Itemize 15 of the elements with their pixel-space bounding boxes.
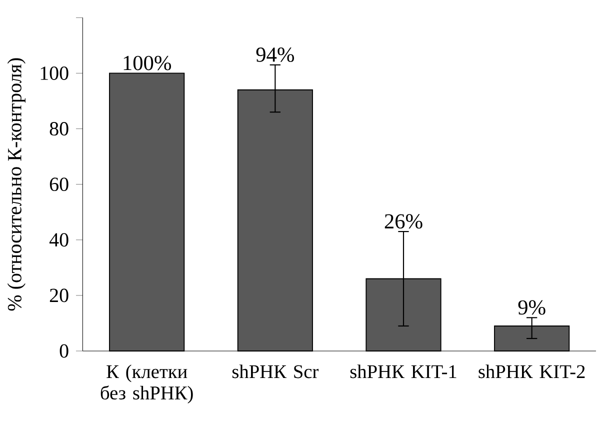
y-axis-title: % (относительно К-контроля) bbox=[7, 58, 26, 311]
y-tick-label: 40 bbox=[49, 233, 68, 247]
data-label: 26% bbox=[384, 214, 422, 229]
y-tick-label: 20 bbox=[50, 288, 68, 302]
x-tick-label: shРНК Scr bbox=[232, 364, 318, 378]
x-tick-label: shРНК KIT-2 bbox=[478, 364, 585, 378]
x-tick-label: К (клетки без shРНК) bbox=[100, 364, 193, 404]
y-tick-label: 0 bbox=[60, 344, 68, 358]
data-label: 9% bbox=[518, 300, 546, 315]
y-tick-label: 80 bbox=[50, 122, 68, 136]
data-label: 94% bbox=[256, 47, 294, 62]
data-label: 100% bbox=[124, 56, 171, 70]
x-tick-label: shРНК KIT-1 bbox=[350, 364, 456, 378]
y-tick-label: 100 bbox=[40, 66, 68, 80]
y-tick-label: 60 bbox=[50, 178, 68, 192]
